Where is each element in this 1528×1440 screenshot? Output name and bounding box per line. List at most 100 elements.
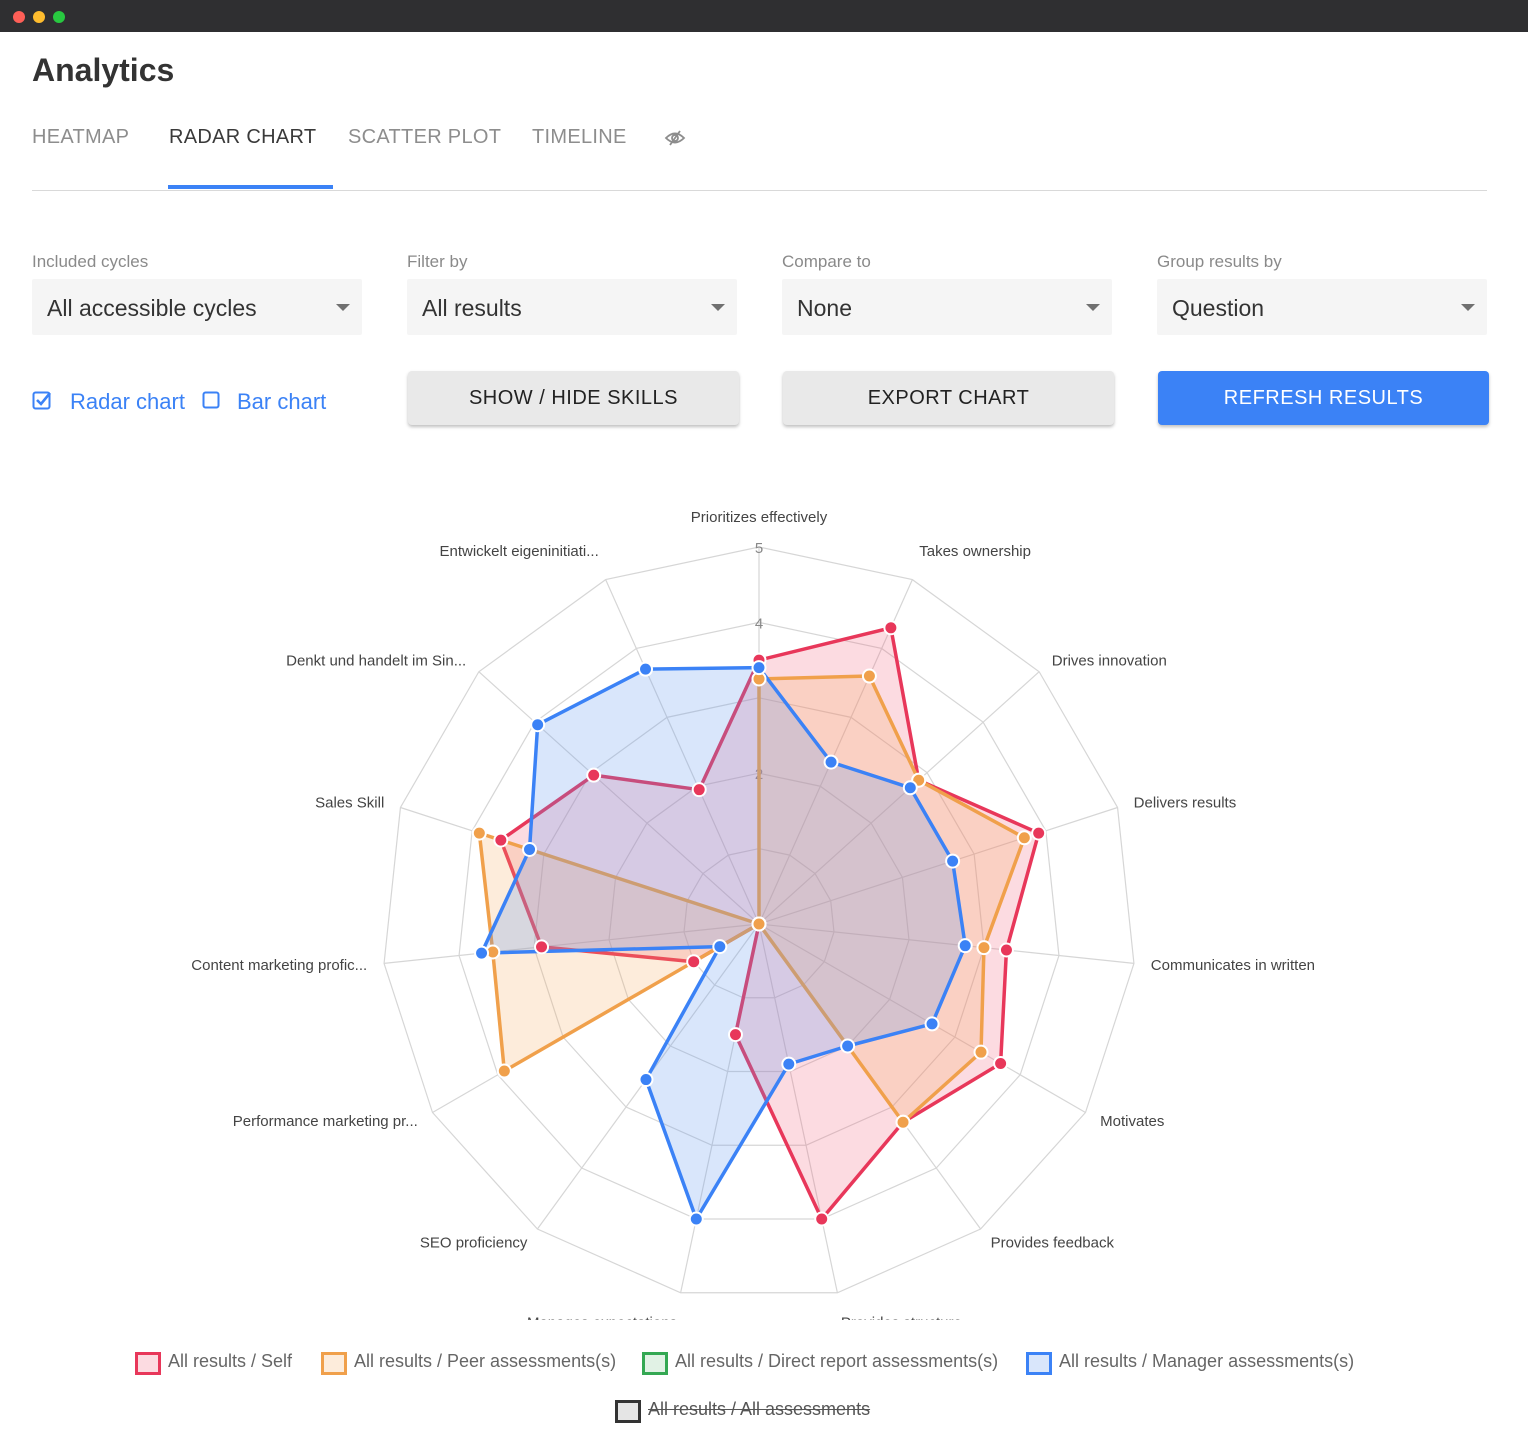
axis-label: Denkt und handelt im Sin... xyxy=(286,652,466,669)
grid-ring-2 xyxy=(608,772,910,1073)
series-3-point[interactable] xyxy=(638,661,654,677)
legend-swatch xyxy=(321,1352,347,1375)
group-results-by-value: Question xyxy=(1172,295,1265,321)
legend-label: All results / Peer assessments(s) xyxy=(354,1351,617,1371)
legend-swatch xyxy=(615,1400,641,1423)
group-results-by-label: Group results by xyxy=(1157,252,1282,271)
maximize-window-icon[interactable] xyxy=(53,11,65,23)
axis-label: Content marketing profic... xyxy=(191,957,367,974)
chevron-down-icon xyxy=(1461,304,1475,311)
group-results-by-select[interactable]: Question xyxy=(1157,279,1487,335)
chevron-down-icon xyxy=(1086,304,1100,311)
tab-timeline[interactable]: TIMELINE xyxy=(532,126,627,148)
series-0-point[interactable] xyxy=(814,1211,830,1227)
axis-label: Drives innovation xyxy=(1052,652,1167,669)
legend-swatch xyxy=(1026,1352,1052,1375)
axis-label: Takes ownership xyxy=(919,543,1031,560)
filter-by-select[interactable]: All results xyxy=(407,279,737,335)
grid-spoke xyxy=(758,671,1040,925)
grid-spoke xyxy=(758,923,838,1293)
tick-label: 5 xyxy=(755,540,763,557)
series-0-point[interactable] xyxy=(727,1027,743,1043)
tab-scatter-plot[interactable]: SCATTER PLOT xyxy=(348,126,502,148)
series-1-point[interactable] xyxy=(1016,830,1032,846)
series-3-point[interactable] xyxy=(530,717,546,733)
compare-to-label: Compare to xyxy=(782,252,871,271)
series-3-point[interactable] xyxy=(924,1016,940,1032)
series-0-point[interactable] xyxy=(534,939,550,955)
series-3-point[interactable] xyxy=(751,660,767,676)
series-0-point[interactable] xyxy=(883,620,899,636)
axis-label: Provides feedback xyxy=(991,1235,1115,1252)
series-area-0 xyxy=(499,626,1041,1221)
series-3-point[interactable] xyxy=(840,1038,856,1054)
series-1-point[interactable] xyxy=(471,825,487,841)
legend-label: All results / Direct report assessments(… xyxy=(675,1351,999,1371)
series-0-point[interactable] xyxy=(993,1055,1009,1071)
grid-spoke xyxy=(605,579,760,925)
included-cycles-select[interactable]: All accessible cycles xyxy=(32,279,362,335)
grid-ring-4 xyxy=(458,621,1060,1220)
axis-label: Delivers results xyxy=(1134,794,1237,811)
series-3-point[interactable] xyxy=(781,1056,797,1072)
series-0-point[interactable] xyxy=(1031,825,1047,841)
legend-label: All results / All assessments xyxy=(648,1399,871,1419)
axis-label: Motivates xyxy=(1100,1113,1164,1130)
included-cycles-label: Included cycles xyxy=(32,252,149,271)
tab-radar-chart[interactable]: RADAR CHART xyxy=(169,126,317,148)
refresh-results-button[interactable]: REFRESH RESULTS xyxy=(1158,371,1489,425)
checkbox-checked-icon[interactable] xyxy=(32,390,52,410)
series-1-point[interactable] xyxy=(895,1114,911,1130)
legend-label: All results / Self xyxy=(168,1351,293,1371)
compare-to-select[interactable]: None xyxy=(782,279,1112,335)
axis-label: Sales Skill xyxy=(315,794,384,811)
window-titlebar xyxy=(0,0,1528,32)
axis-label: Provides structure xyxy=(841,1314,962,1320)
tab-heatmap[interactable]: HEATMAP xyxy=(32,126,130,148)
series-3-point[interactable] xyxy=(823,754,839,770)
series-0-point[interactable] xyxy=(686,954,702,970)
axis-label: SEO proficiency xyxy=(420,1235,528,1252)
series-1-point[interactable] xyxy=(861,668,877,684)
compare-to-value: None xyxy=(797,295,852,321)
axis-label: Manages expectations xyxy=(527,1314,677,1320)
series-0-point[interactable] xyxy=(691,782,707,798)
active-tab-indicator xyxy=(168,185,333,189)
page-title: Analytics xyxy=(32,52,175,88)
series-3-point[interactable] xyxy=(902,780,918,796)
series-3-point[interactable] xyxy=(638,1072,654,1088)
bar-chart-label: Bar chart xyxy=(237,389,327,414)
close-window-icon[interactable] xyxy=(13,11,25,23)
series-3-point[interactable] xyxy=(474,945,490,961)
series-1-point[interactable] xyxy=(976,940,992,956)
export-chart-button[interactable]: EXPORT CHART xyxy=(783,371,1114,425)
series-1-point[interactable] xyxy=(973,1044,989,1060)
tab-bar: HEATMAP RADAR CHART SCATTER PLOT TIMELIN… xyxy=(32,120,1487,191)
series-3-point[interactable] xyxy=(688,1211,704,1227)
axis-label: Communicates in written xyxy=(1151,957,1315,974)
series-3-point[interactable] xyxy=(522,841,538,857)
axis-label: Performance marketing pr... xyxy=(233,1113,418,1130)
legend-label: All results / Manager assessments(s) xyxy=(1059,1351,1355,1371)
radar-axis-labels: Prioritizes effectively Takes ownership Dr… xyxy=(191,509,1315,1320)
series-3-point[interactable] xyxy=(712,939,728,955)
grid-spoke xyxy=(758,923,1134,965)
grid-spoke xyxy=(758,923,1086,1114)
included-cycles-value: All accessible cycles xyxy=(47,295,257,321)
eye-slash-icon[interactable] xyxy=(664,130,686,146)
series-1-point[interactable] xyxy=(496,1063,512,1079)
series-0-point[interactable] xyxy=(586,767,602,783)
grid-spoke xyxy=(478,671,760,925)
grid-spoke xyxy=(758,579,913,925)
series-1-point[interactable] xyxy=(751,916,767,932)
show-hide-skills-button[interactable]: SHOW / HIDE SKILLS xyxy=(408,371,739,425)
grid-spoke xyxy=(384,923,760,965)
series-3-point[interactable] xyxy=(945,853,961,869)
series-0-point[interactable] xyxy=(998,942,1014,958)
filter-by-label: Filter by xyxy=(407,252,468,271)
series-0-point[interactable] xyxy=(493,832,509,848)
checkbox-unchecked-icon[interactable] xyxy=(202,390,222,410)
series-3-point[interactable] xyxy=(957,938,973,954)
minimize-window-icon[interactable] xyxy=(33,11,45,23)
